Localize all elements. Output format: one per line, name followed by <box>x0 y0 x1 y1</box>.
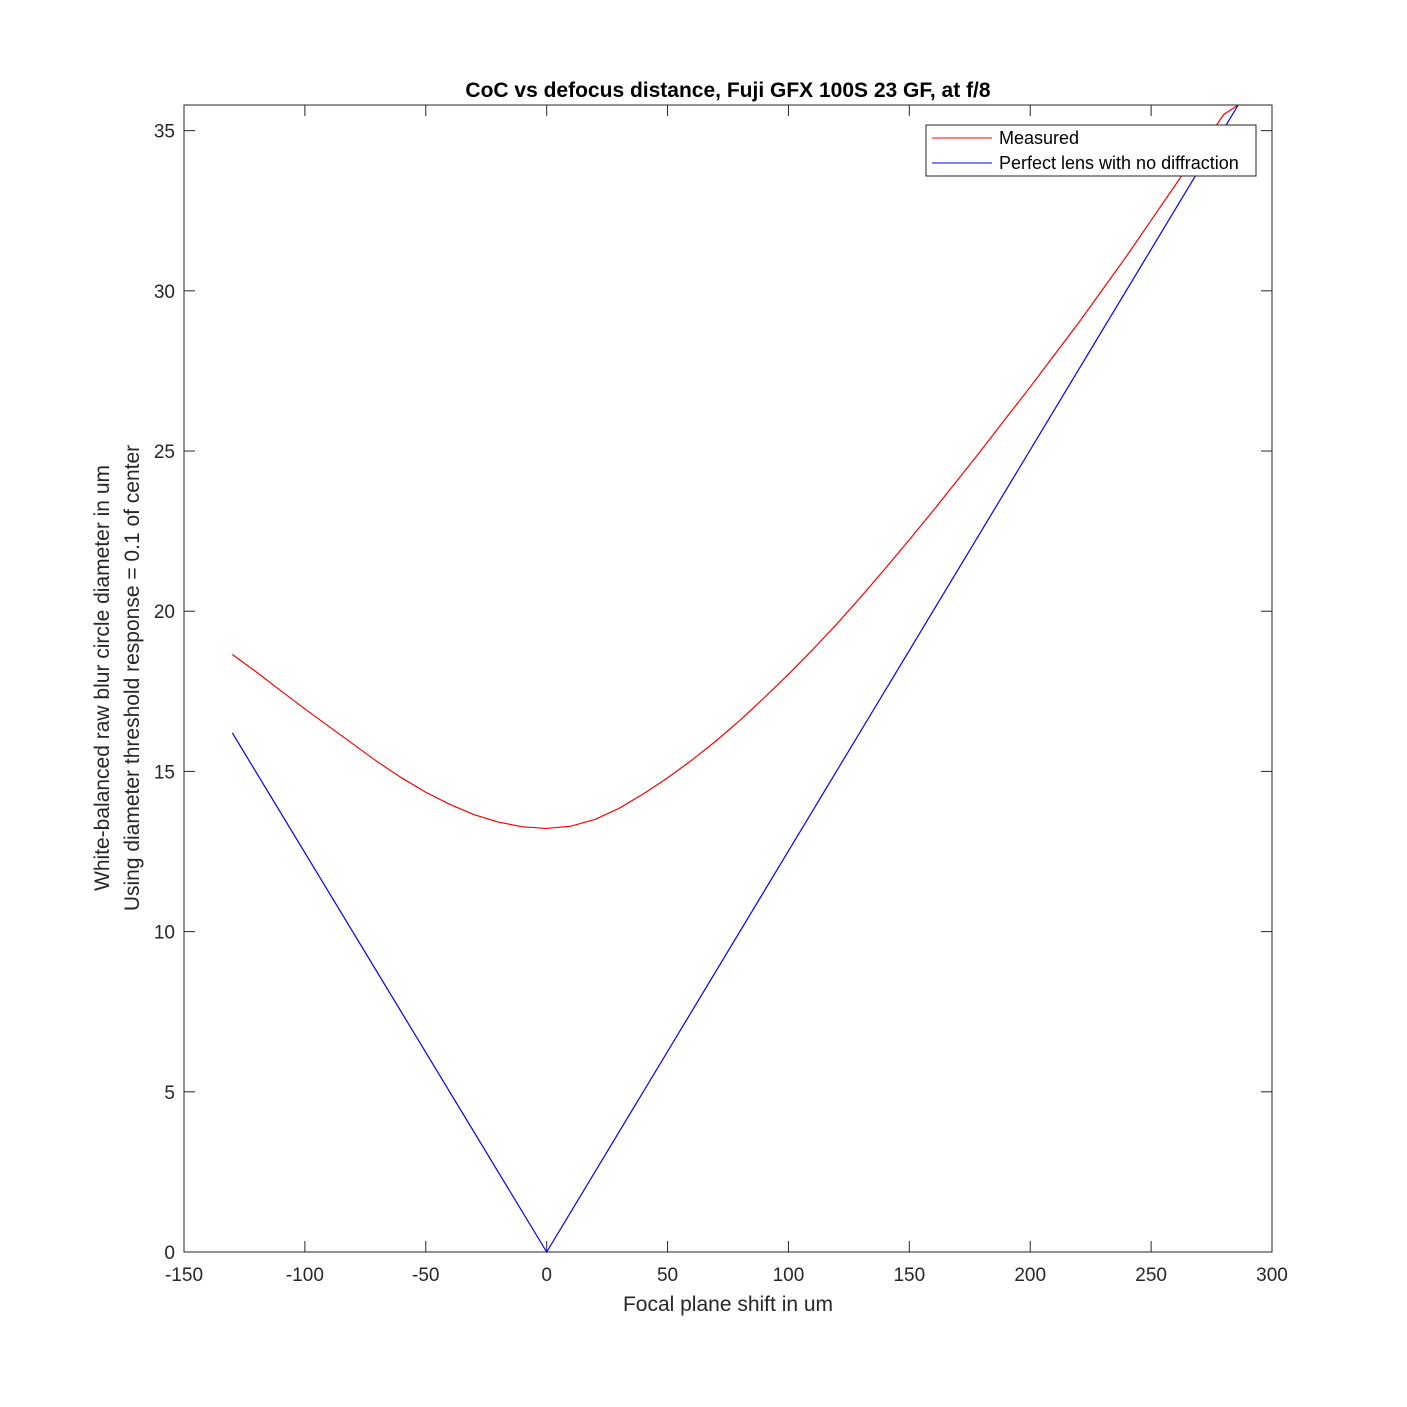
y-tick-label: 0 <box>164 1243 175 1264</box>
legend-label-measured: Measured <box>999 128 1079 148</box>
x-tick-label: -50 <box>412 1265 439 1286</box>
plot-area <box>183 104 1273 1253</box>
y-tick-label: 25 <box>154 442 175 463</box>
x-tick-label: 150 <box>893 1265 925 1286</box>
x-tick-label: -100 <box>286 1265 324 1286</box>
x-tick-label: 300 <box>1256 1265 1288 1286</box>
x-tick-label: 0 <box>541 1265 552 1286</box>
series-line-perfect <box>231 104 1239 1254</box>
series-line-measured <box>232 104 1239 830</box>
series-lines <box>231 104 1239 1254</box>
legend-box <box>925 124 1257 177</box>
y-tick-label: 20 <box>154 602 175 623</box>
y-tick-label: 5 <box>164 1083 175 1104</box>
x-axis-ticks: -150 -100 -50 0 50 100 150 200 250 300 <box>165 105 1288 1286</box>
legend: Measured Perfect lens with no diffractio… <box>925 124 1257 177</box>
y-tick-label: 10 <box>154 923 175 944</box>
y-tick-label: 15 <box>154 762 175 783</box>
x-tick-label: 250 <box>1135 1265 1167 1286</box>
x-tick-label: 100 <box>773 1265 805 1286</box>
y-axis-ticks: 0 5 10 15 20 25 30 35 <box>154 122 1272 1264</box>
x-tick-label: 50 <box>657 1265 678 1286</box>
chart-title: CoC vs defocus distance, Fuji GFX 100S 2… <box>465 79 990 102</box>
x-axis-label: Focal plane shift in um <box>623 1293 833 1316</box>
x-tick-label: 200 <box>1014 1265 1046 1286</box>
legend-label-perfect: Perfect lens with no diffraction <box>999 153 1239 173</box>
y-tick-label: 35 <box>154 122 175 143</box>
y-tick-label: 30 <box>154 282 175 303</box>
x-tick-label: -150 <box>165 1265 203 1286</box>
y-axis-label-line2: Using diameter threshold response = 0.1 … <box>121 445 144 911</box>
y-axis-label-line1: White-balanced raw blur circle diameter … <box>91 465 114 891</box>
